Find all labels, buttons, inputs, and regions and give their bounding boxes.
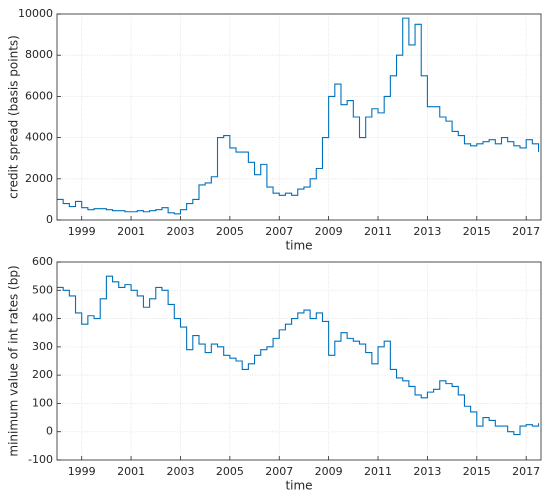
data-line: [57, 275, 540, 436]
y-tick-label: 8000: [25, 48, 53, 61]
y-tick-label: 6000: [25, 89, 53, 102]
x-tick-label: 2001: [117, 225, 145, 238]
x-tick-label: 2017: [512, 225, 540, 238]
x-tick-label: 2007: [265, 465, 293, 478]
x-tick-label: 2009: [315, 225, 343, 238]
x-tick-label: 2003: [166, 225, 194, 238]
x-tick-label: 2005: [216, 465, 244, 478]
y-axis-label: credit spread (basis points): [7, 35, 21, 199]
y-tick-label: 300: [32, 340, 53, 353]
data-line: [57, 17, 540, 215]
x-tick-label: 2003: [166, 465, 194, 478]
y-tick-label: 600: [32, 255, 53, 268]
y-tick-label: 0: [46, 213, 53, 226]
x-tick-label: 2015: [463, 225, 491, 238]
plot-frame: [56, 13, 542, 221]
x-tick-label: 1999: [68, 465, 96, 478]
y-tick-label: 400: [32, 312, 53, 325]
x-tick-label: 2007: [265, 225, 293, 238]
y-tick-label: 4000: [25, 131, 53, 144]
y-tick-label: -100: [28, 453, 53, 466]
x-tick-label: 2011: [364, 225, 392, 238]
x-axis-label: time: [285, 479, 312, 493]
x-axis-label: time: [285, 239, 312, 253]
y-tick-label: 0: [46, 425, 53, 438]
y-tick-label: 100: [32, 396, 53, 409]
x-tick-label: 2011: [364, 465, 392, 478]
y-axis-label: minimum value of int rates (bp): [7, 265, 21, 456]
y-tick-label: 200: [32, 368, 53, 381]
y-tick-label: 500: [32, 283, 53, 296]
x-tick-label: 2005: [216, 225, 244, 238]
y-tick-label: 10000: [18, 7, 53, 20]
x-tick-label: 2017: [512, 465, 540, 478]
plot-frame: [56, 261, 542, 461]
x-tick-label: 2009: [315, 465, 343, 478]
x-tick-label: 2013: [413, 465, 441, 478]
x-tick-label: 2013: [413, 225, 441, 238]
y-tick-label: 2000: [25, 172, 53, 185]
x-tick-label: 1999: [68, 225, 96, 238]
x-tick-label: 2015: [463, 465, 491, 478]
x-tick-label: 2001: [117, 465, 145, 478]
